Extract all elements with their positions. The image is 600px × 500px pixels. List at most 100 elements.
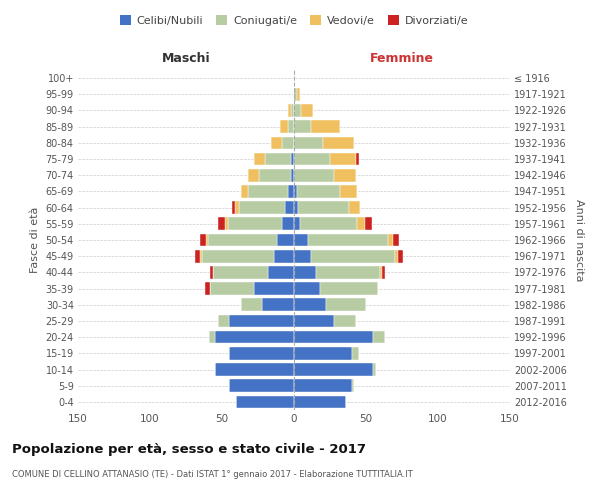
Bar [283,136,294,149]
Bar [294,234,308,246]
Bar [294,314,334,328]
Bar [202,250,274,262]
Bar [288,104,291,117]
Bar [349,202,360,214]
Bar [286,202,294,214]
Bar [294,298,326,311]
Bar [280,120,288,133]
Bar [294,396,346,408]
Legend: Celibi/Nubili, Coniugati/e, Vedovi/e, Divorziati/e: Celibi/Nubili, Coniugati/e, Vedovi/e, Di… [115,11,473,30]
Bar [356,152,359,166]
Bar [211,266,214,278]
Y-axis label: Fasce di età: Fasce di età [30,207,40,273]
Bar [388,234,394,246]
Bar [300,218,358,230]
Bar [248,169,259,181]
Bar [291,104,294,117]
Bar [294,104,301,117]
Bar [334,314,356,328]
Text: Maschi: Maschi [161,52,211,65]
Bar [283,218,294,230]
Text: COMUNE DI CELLINO ATTANASIO (TE) - Dati ISTAT 1° gennaio 2017 - Elaborazione TUT: COMUNE DI CELLINO ATTANASIO (TE) - Dati … [12,470,413,479]
Bar [334,169,356,181]
Bar [225,218,228,230]
Bar [265,152,291,166]
Bar [229,380,294,392]
Bar [248,185,288,198]
Bar [298,202,349,214]
Bar [352,380,355,392]
Bar [294,136,323,149]
Bar [294,347,352,360]
Bar [294,185,297,198]
Bar [294,250,311,262]
Bar [215,363,294,376]
Bar [395,250,398,262]
Text: Popolazione per età, sesso e stato civile - 2017: Popolazione per età, sesso e stato civil… [12,442,366,456]
Bar [254,152,265,166]
Bar [330,152,356,166]
Bar [340,185,358,198]
Bar [229,314,294,328]
Bar [382,266,385,278]
Bar [294,380,352,392]
Bar [316,266,380,278]
Bar [194,250,200,262]
Bar [352,347,359,360]
Bar [228,218,283,230]
Bar [288,120,294,133]
Bar [271,136,283,149]
Y-axis label: Anni di nascita: Anni di nascita [574,198,584,281]
Bar [208,234,277,246]
Bar [291,152,294,166]
Bar [214,266,268,278]
Bar [200,250,202,262]
Bar [323,136,355,149]
Bar [308,234,388,246]
Bar [294,282,320,295]
Bar [311,250,395,262]
Bar [274,250,294,262]
Bar [326,298,366,311]
Bar [259,169,291,181]
Bar [288,185,294,198]
Bar [291,169,294,181]
Bar [209,331,215,344]
Bar [277,234,294,246]
Bar [218,314,229,328]
Bar [232,202,235,214]
Bar [239,202,286,214]
Bar [294,266,316,278]
Bar [394,234,399,246]
Bar [294,152,330,166]
Bar [373,331,385,344]
Bar [215,331,294,344]
Bar [294,363,373,376]
Bar [262,298,294,311]
Bar [211,282,254,295]
Bar [358,218,365,230]
Bar [297,185,340,198]
Bar [373,363,376,376]
Bar [200,234,206,246]
Bar [380,266,382,278]
Bar [297,88,300,101]
Bar [241,185,248,198]
Bar [294,88,297,101]
Bar [235,202,239,214]
Bar [268,266,294,278]
Bar [365,218,372,230]
Bar [294,202,298,214]
Text: Femmine: Femmine [370,52,434,65]
Bar [294,169,334,181]
Bar [218,218,225,230]
Bar [205,282,211,295]
Bar [294,120,311,133]
Bar [254,282,294,295]
Bar [301,104,313,117]
Bar [398,250,403,262]
Bar [206,234,208,246]
Bar [294,218,300,230]
Bar [229,347,294,360]
Bar [294,331,373,344]
